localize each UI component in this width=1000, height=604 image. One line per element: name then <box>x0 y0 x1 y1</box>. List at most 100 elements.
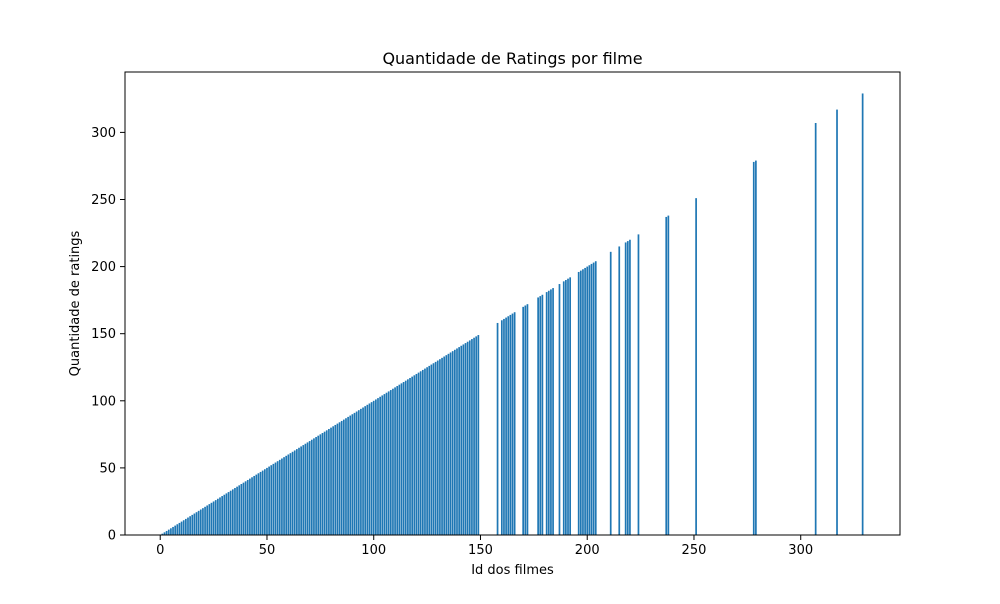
bar-3 <box>165 530 168 535</box>
bar-138 <box>454 349 456 535</box>
bar-123 <box>421 369 424 535</box>
bar-63 <box>293 450 296 535</box>
y-tick-label: 0 <box>108 529 116 544</box>
bar-29 <box>221 496 223 535</box>
y-tick-label: 150 <box>91 327 116 342</box>
bar-139 <box>456 348 458 535</box>
bar-94 <box>360 408 362 535</box>
bar-211 <box>609 251 612 535</box>
bar-148 <box>475 336 478 535</box>
bar-113 <box>400 383 403 535</box>
bar-64 <box>296 449 298 535</box>
bar-97 <box>366 404 369 535</box>
bar-84 <box>338 422 341 535</box>
bar-65 <box>298 447 300 535</box>
x-tick-label: 200 <box>575 543 600 558</box>
bar-87 <box>345 418 347 535</box>
y-tick-label: 100 <box>91 394 116 409</box>
bar-127 <box>430 364 433 535</box>
bar-12 <box>184 518 187 535</box>
bar-104 <box>381 395 384 535</box>
bar-134 <box>445 355 448 535</box>
y-axis-label: Quantidade de ratings <box>68 230 83 376</box>
bar-117 <box>409 377 411 535</box>
bar-5 <box>170 528 172 535</box>
bar-158 <box>496 322 499 535</box>
bar-119 <box>413 375 416 535</box>
bar-218 <box>624 242 627 535</box>
bar-88 <box>347 416 349 535</box>
bar-45 <box>255 474 258 535</box>
bar-106 <box>385 392 388 535</box>
bar-201 <box>588 265 591 535</box>
bar-8 <box>176 524 179 535</box>
bar-178 <box>539 296 542 535</box>
bar-70 <box>308 441 311 535</box>
bar-177 <box>537 297 539 535</box>
bar-137 <box>451 351 454 535</box>
bar-162 <box>505 317 507 535</box>
bar-190 <box>565 280 567 535</box>
y-tick-label: 50 <box>99 461 116 476</box>
bar-307 <box>814 123 817 535</box>
bar-44 <box>253 475 256 535</box>
bar-59 <box>285 455 288 535</box>
x-tick-label: 50 <box>259 543 276 558</box>
bar-184 <box>552 288 554 535</box>
bar-149 <box>477 335 480 535</box>
bar-41 <box>246 479 249 535</box>
bar-15 <box>191 514 194 535</box>
bar-22 <box>206 505 209 535</box>
bar-133 <box>443 356 446 535</box>
bar-183 <box>550 289 552 535</box>
bar-237 <box>665 216 668 535</box>
bar-135 <box>447 353 450 535</box>
bar-141 <box>460 345 463 535</box>
y-axis: 0 50 100 150 200 250 300 <box>91 126 125 544</box>
bar-53 <box>272 463 275 535</box>
bar-11 <box>182 520 185 535</box>
bar-48 <box>261 470 264 535</box>
bar-35 <box>234 488 236 535</box>
bar-57 <box>281 458 283 535</box>
y-tick-label: 200 <box>91 260 116 275</box>
bar-129 <box>434 361 437 535</box>
bar-108 <box>389 390 392 535</box>
bar-144 <box>466 341 469 535</box>
bar-37 <box>238 485 241 535</box>
plot-frame <box>124 71 901 536</box>
bar-101 <box>375 399 377 535</box>
bar-10 <box>180 521 183 535</box>
bar-55 <box>276 461 279 535</box>
bar-38 <box>240 484 243 535</box>
bar-114 <box>402 382 405 535</box>
bar-107 <box>387 391 390 535</box>
bar-71 <box>310 439 313 535</box>
bar-79 <box>328 428 330 535</box>
bar-17 <box>195 512 198 535</box>
bar-19 <box>199 509 202 535</box>
bar-105 <box>383 394 386 535</box>
bar-72 <box>313 438 315 535</box>
bar-43 <box>251 477 253 535</box>
bar-67 <box>302 445 305 535</box>
bar-98 <box>368 403 371 535</box>
bar-31 <box>225 493 228 535</box>
bar-66 <box>300 446 302 535</box>
bar-54 <box>274 462 277 535</box>
bar-128 <box>432 363 435 535</box>
bar-21 <box>204 506 206 535</box>
bar-52 <box>270 465 273 535</box>
bar-140 <box>458 347 460 535</box>
bar-116 <box>407 379 409 535</box>
bar-42 <box>249 478 251 535</box>
bar-96 <box>364 406 367 535</box>
bar-40 <box>244 481 247 535</box>
bar-82 <box>334 424 337 535</box>
bar-120 <box>415 373 418 535</box>
bar-317 <box>836 109 838 535</box>
bar-215 <box>618 246 621 535</box>
bar-50 <box>266 467 268 535</box>
bar-131 <box>439 359 441 535</box>
bar-164 <box>509 314 512 535</box>
